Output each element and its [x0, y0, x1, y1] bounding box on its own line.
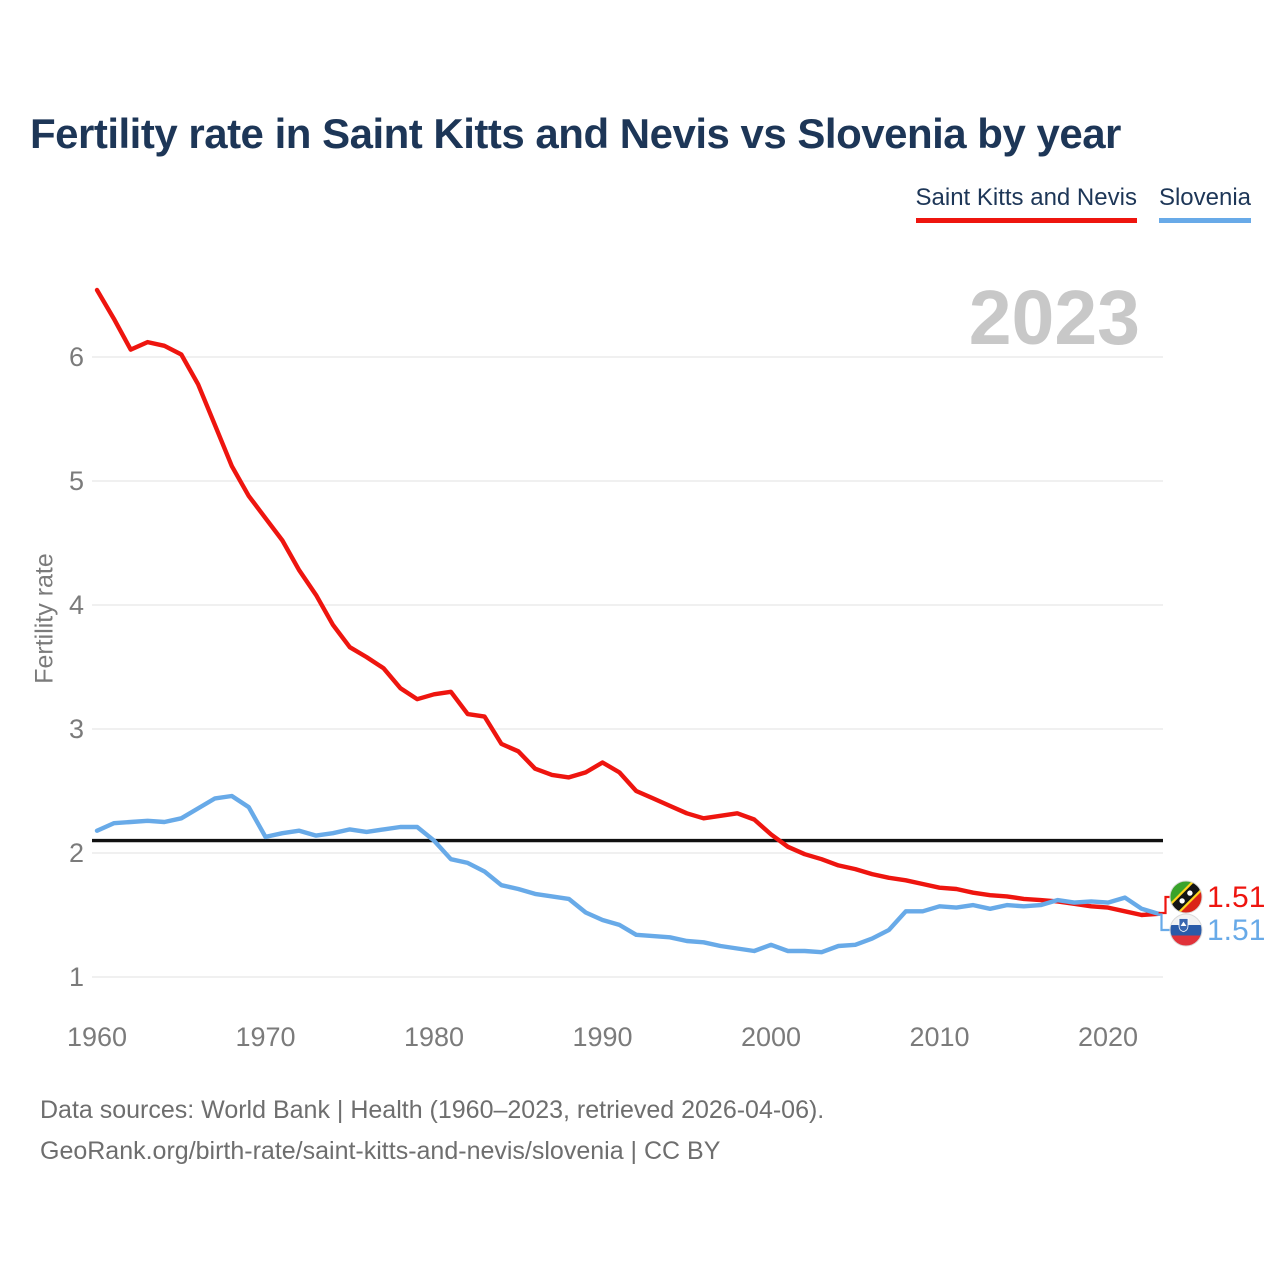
end-value-saint-kitts-and-nevis: 1.51: [1207, 881, 1265, 914]
end-bracket-saint-kitts-and-nevis: [1158, 895, 1170, 915]
slovenia-flag-icon: [1169, 913, 1203, 947]
y-tick-label-6: 6: [69, 342, 84, 372]
x-tick-label-1990: 1990: [572, 1022, 632, 1052]
watermark-year: 2023: [968, 275, 1140, 361]
x-tick-label-2000: 2000: [741, 1022, 801, 1052]
legend-item-slovenia[interactable]: Slovenia: [1158, 184, 1251, 223]
y-tick-label-2: 2: [69, 838, 84, 868]
y-tick-label-1: 1: [69, 962, 84, 992]
legend-item-saint-kitts-and-nevis[interactable]: Saint Kitts and Nevis: [915, 184, 1137, 223]
x-tick-label-1980: 1980: [404, 1022, 464, 1052]
y-tick-label-5: 5: [69, 466, 84, 496]
x-tick-label-1960: 1960: [67, 1022, 127, 1052]
end-value-slovenia: 1.51: [1207, 914, 1265, 947]
x-tick-label-2020: 2020: [1078, 1022, 1138, 1052]
y-tick-label-4: 4: [69, 590, 84, 620]
footer-sources-line: Data sources: World Bank | Health (1960–…: [40, 1096, 825, 1124]
series-line-saint-kitts-and-nevis: [94, 287, 1161, 918]
series-line-slovenia: [94, 793, 1161, 955]
footer: Data sources: World Bank | Health (1960–…: [40, 1090, 824, 1172]
saint-kitts-and-nevis-flag-icon: [1169, 880, 1203, 914]
x-tick-label-2010: 2010: [909, 1022, 969, 1052]
footer-attribution-line: GeoRank.org/birth-rate/saint-kitts-and-n…: [40, 1137, 721, 1165]
y-tick-label-3: 3: [69, 714, 84, 744]
legend: Saint Kitts and Nevis Slovenia: [915, 184, 1251, 223]
plot-layer: 1 2 3 4 5 6 1960 1970 1980 1990 2000 2010 2020: [67, 287, 1163, 1052]
page-title: Fertility rate in Saint Kitts and Nevis …: [30, 110, 1121, 157]
end-bracket-slovenia: [1158, 913, 1170, 932]
x-tick-label-1970: 1970: [235, 1022, 295, 1052]
